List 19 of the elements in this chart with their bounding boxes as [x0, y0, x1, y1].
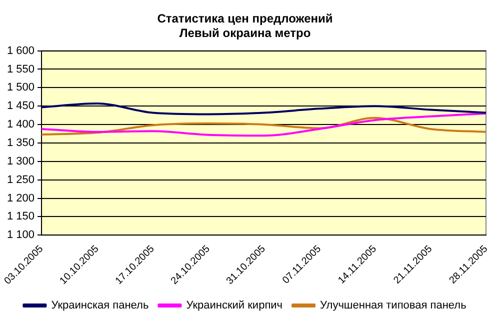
y-tick-label: 1 100	[6, 229, 35, 242]
y-tick-label: 1 350	[6, 136, 35, 149]
legend-label: Украинская панель	[51, 300, 149, 312]
y-tick-label: 1 300	[6, 155, 35, 168]
y-tick-label: 1 150	[6, 210, 35, 223]
text: Левый окраина метро	[179, 26, 311, 40]
y-tick-label: 1 550	[6, 63, 35, 76]
y-tick-label: 1 250	[6, 174, 35, 186]
line-series	[40, 112, 487, 137]
text: Статистика цен предложений	[157, 12, 333, 26]
y-tick-label: 1 200	[6, 192, 35, 204]
y-tick-label: 1 600	[6, 44, 35, 57]
legend-label: Украинский кирпич	[186, 300, 283, 312]
y-tick-label: 1 400	[6, 118, 35, 131]
line-series	[40, 102, 487, 116]
y-tick-label: 1 500	[6, 82, 35, 94]
legend-label: Улучшенная типовая панель	[320, 300, 467, 312]
y-tick-label: 1 450	[6, 100, 35, 112]
line-series	[40, 116, 487, 136]
